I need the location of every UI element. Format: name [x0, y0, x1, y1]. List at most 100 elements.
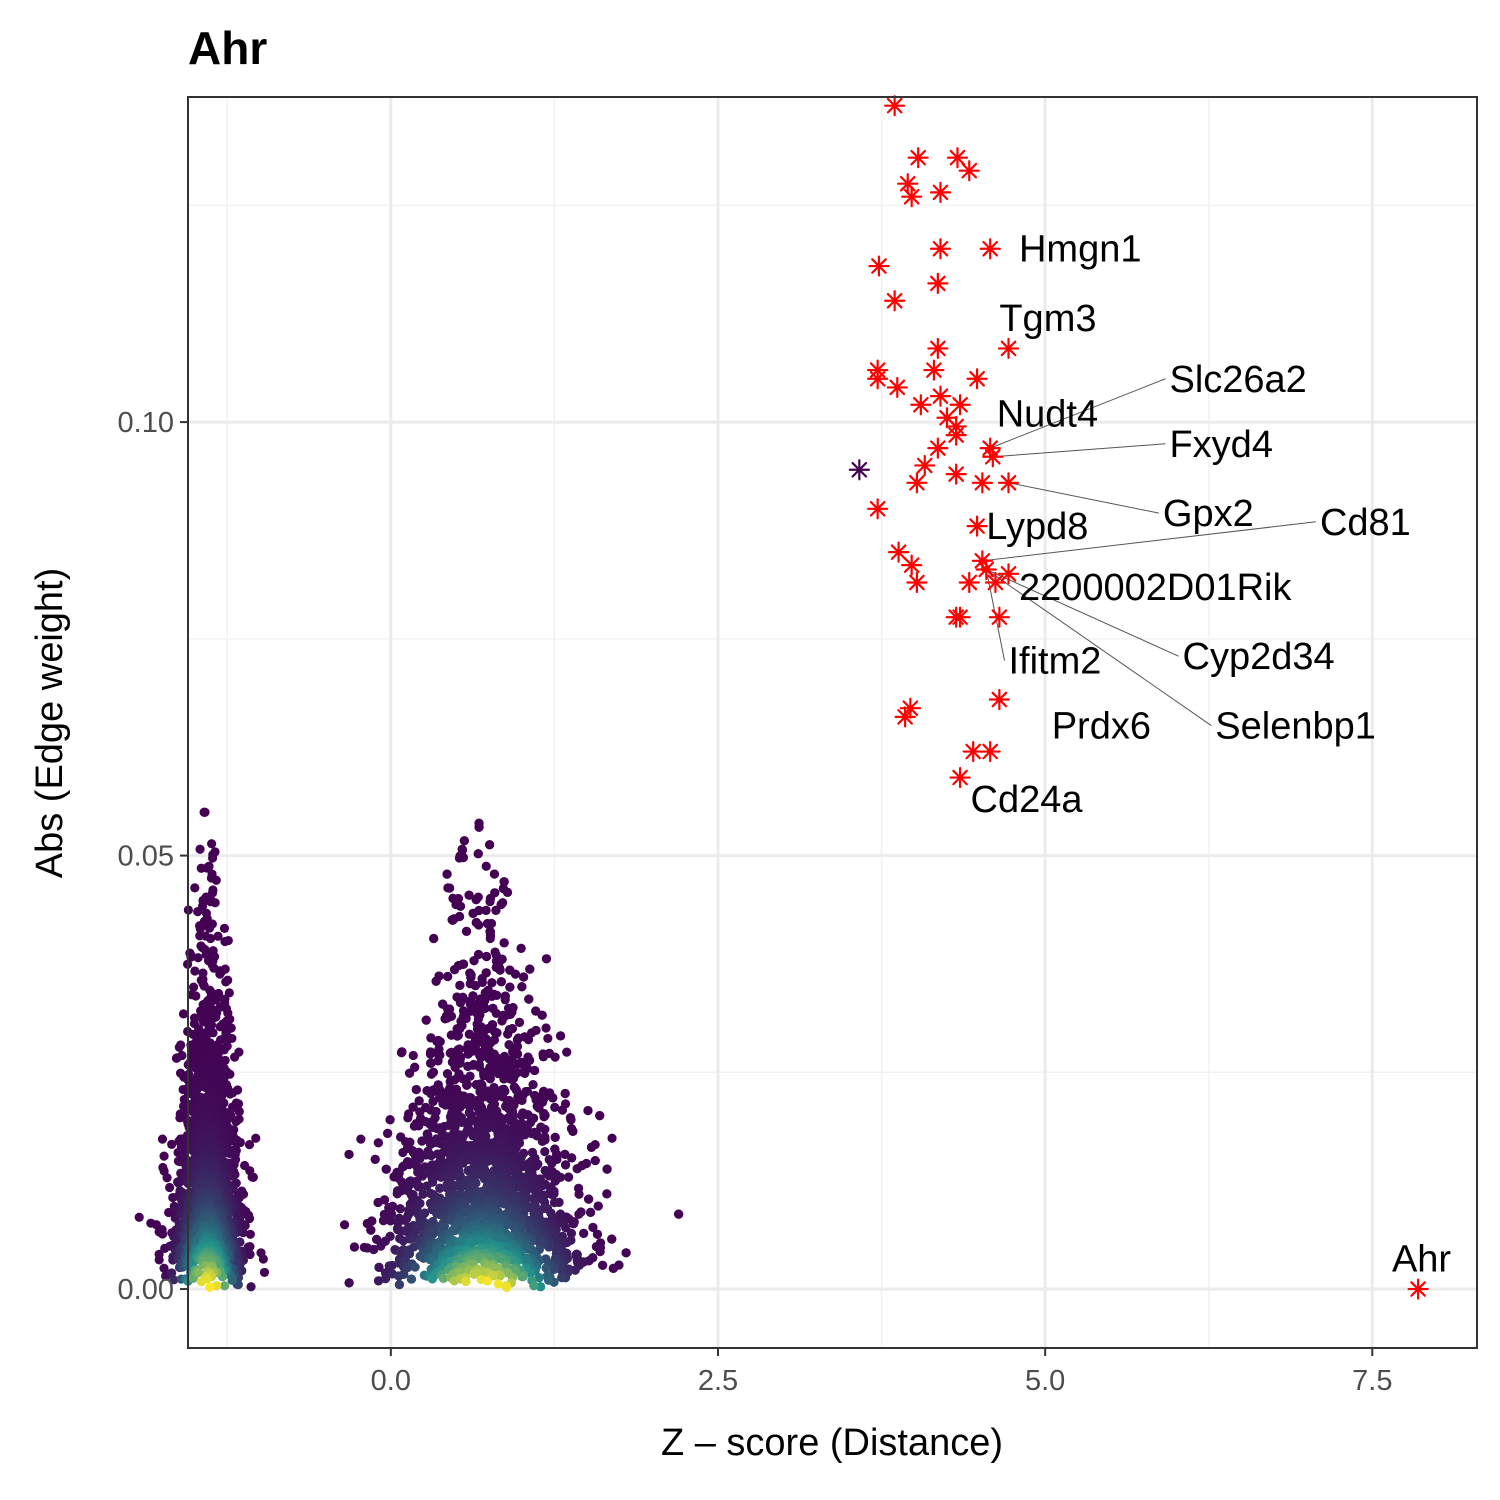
- gene-label: Cd24a: [971, 779, 1084, 821]
- density-point: [458, 1158, 468, 1168]
- highlighted-gene-marker: [867, 498, 889, 520]
- density-point: [429, 933, 439, 944]
- gene-label: Tgm3: [999, 298, 1096, 340]
- density-point: [524, 994, 534, 1004]
- density-point: [454, 911, 465, 922]
- density-point: [566, 1115, 576, 1125]
- highlighted-gene-marker: [979, 238, 1001, 260]
- density-point: [455, 998, 466, 1008]
- density-point: [366, 1225, 376, 1235]
- density-point: [496, 977, 506, 987]
- density-point: [465, 1071, 475, 1081]
- density-point: [374, 1262, 384, 1273]
- density-point: [221, 977, 231, 987]
- density-point: [414, 1147, 424, 1157]
- density-point: [458, 959, 469, 969]
- density-point: [482, 919, 493, 929]
- density-point: [442, 1069, 453, 1079]
- highlighted-gene-marker: [897, 173, 919, 195]
- density-point: [520, 1068, 530, 1078]
- density-point: [231, 1116, 241, 1127]
- density-point: [450, 1225, 460, 1236]
- density-point: [557, 1272, 567, 1283]
- density-point: [455, 901, 466, 911]
- density-point: [550, 1132, 560, 1142]
- density-point: [532, 1101, 542, 1111]
- gene-label: Ifitm2: [1009, 641, 1102, 683]
- density-point: [379, 1195, 390, 1205]
- density-point: [410, 1062, 420, 1072]
- density-point: [463, 1049, 473, 1059]
- density-point: [189, 982, 199, 992]
- density-point: [385, 1216, 396, 1226]
- density-point: [485, 1074, 495, 1084]
- density-point: [425, 1049, 436, 1059]
- density-point: [378, 1216, 389, 1226]
- density-point: [505, 982, 515, 992]
- density-point: [593, 1201, 603, 1211]
- density-point: [244, 1140, 255, 1150]
- highlighted-gene-marker: [884, 290, 906, 312]
- label-leader-lines: [982, 378, 1317, 726]
- plot-panel-border: [187, 96, 1478, 1349]
- density-point: [202, 863, 212, 873]
- highlighted-gene-marker: [923, 359, 945, 381]
- density-point: [449, 965, 460, 975]
- density-point: [344, 1278, 354, 1288]
- density-point: [511, 1085, 522, 1095]
- density-point: [468, 908, 478, 918]
- density-point: [572, 1257, 583, 1267]
- density-point: [386, 1209, 397, 1219]
- density-point: [591, 1241, 601, 1252]
- density-point: [380, 1274, 391, 1284]
- y-tick-label: 0.05: [118, 841, 174, 873]
- highlighted-gene-marker: [949, 766, 971, 789]
- density-point: [204, 923, 215, 933]
- highlighted-gene-marker: [979, 437, 1001, 459]
- density-point: [207, 853, 218, 863]
- density-point: [427, 1274, 437, 1284]
- highlighted-gene-marker: [901, 554, 923, 576]
- density-point: [450, 1075, 460, 1085]
- highlighted-gene-marker: [945, 424, 967, 446]
- label-leader-line: [990, 378, 1166, 449]
- density-point: [240, 1160, 250, 1171]
- density-point: [499, 1074, 509, 1084]
- density-point: [537, 1136, 547, 1147]
- density-point: [519, 972, 529, 982]
- density-point: [536, 1122, 546, 1132]
- density-point: [370, 1154, 380, 1164]
- highlighted-gene-marker: [982, 446, 1004, 468]
- density-point: [534, 1236, 544, 1247]
- density-point: [502, 887, 513, 897]
- density-point: [167, 1268, 177, 1278]
- density-point: [563, 1172, 574, 1182]
- gene-label: Hmgn1: [1019, 229, 1142, 271]
- highlighted-gene-marker: [901, 186, 923, 208]
- density-point: [492, 1028, 502, 1038]
- density-point: [200, 807, 210, 817]
- highlighted-gene-marker: [914, 454, 936, 477]
- density-point: [414, 1096, 424, 1106]
- density-point: [459, 836, 469, 846]
- density-point: [259, 1267, 270, 1278]
- density-point: [544, 1155, 554, 1165]
- density-point: [608, 1263, 618, 1273]
- density-point: [505, 965, 515, 975]
- density-point: [481, 951, 492, 962]
- density-point: [444, 883, 455, 893]
- density-point: [543, 1033, 553, 1044]
- density-point: [481, 905, 491, 915]
- density-point: [403, 1113, 413, 1123]
- gene-label: Fxyd4: [1169, 424, 1272, 466]
- density-point: [371, 1234, 382, 1244]
- gene-label: Ahr: [1392, 1239, 1451, 1281]
- density-point: [404, 1249, 415, 1259]
- density-point: [499, 877, 509, 887]
- density-point: [193, 953, 203, 963]
- density-point: [500, 995, 510, 1005]
- highlighted-gene-marker: [988, 606, 1010, 628]
- density-point: [621, 1248, 631, 1258]
- highlighted-gene-markers: [848, 95, 1429, 1300]
